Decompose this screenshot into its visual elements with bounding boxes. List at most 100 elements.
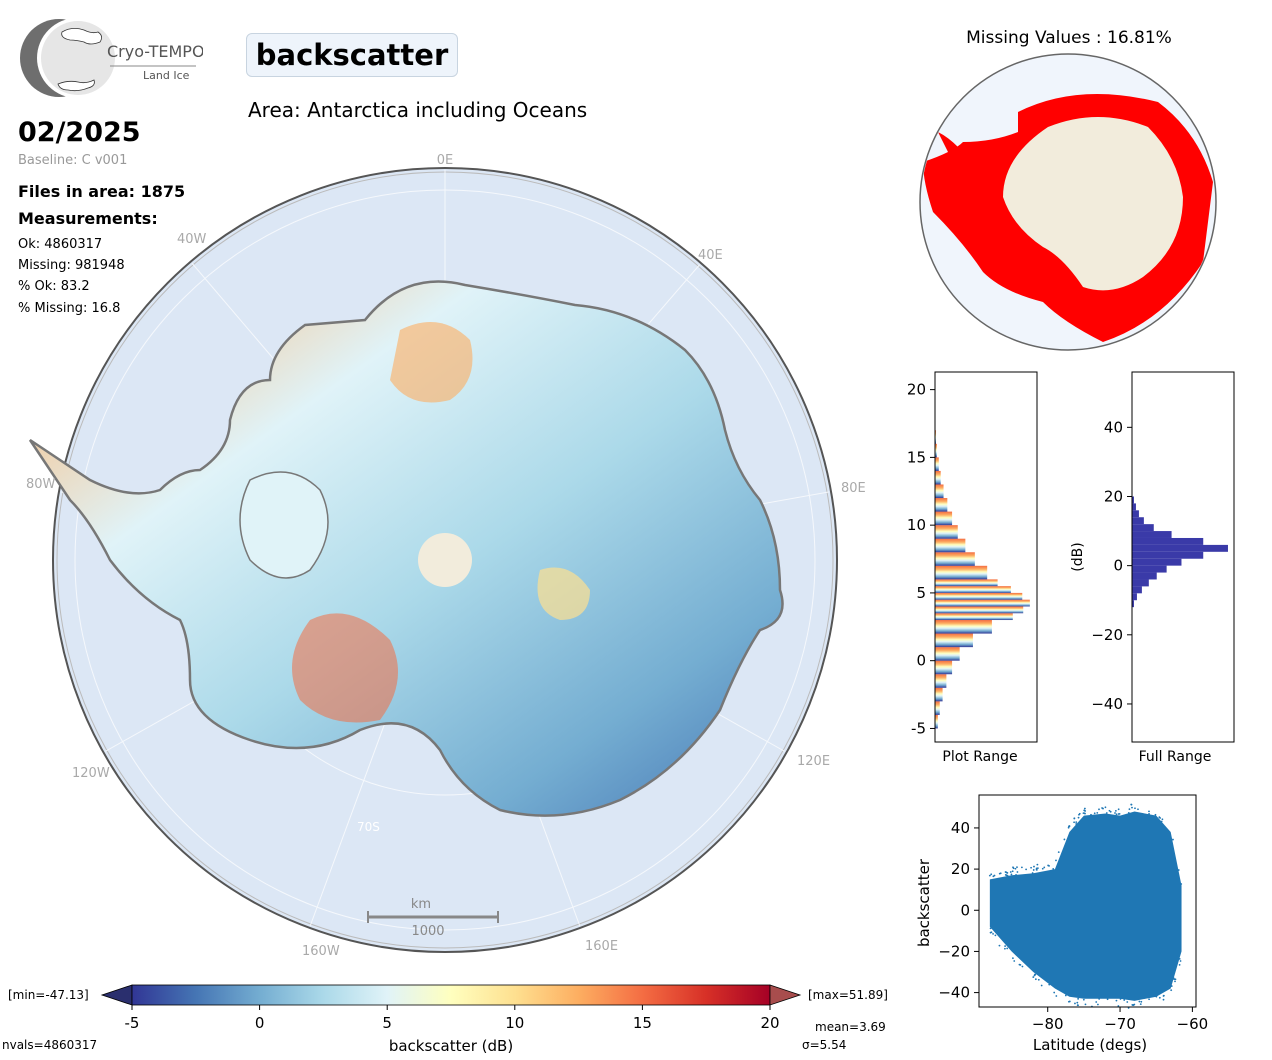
nvals-label: nvals=4860317	[2, 1038, 97, 1052]
scatter-point	[1127, 811, 1130, 814]
scatter-point	[1162, 998, 1165, 1001]
full-range-bar	[1132, 544, 1228, 552]
scatter-point	[1033, 974, 1036, 977]
scatter-xlabel: Latitude (degs)	[1033, 1036, 1147, 1054]
scatter-point	[1078, 813, 1080, 816]
scatter-point	[1036, 863, 1039, 866]
scatter-point	[999, 872, 1002, 875]
scatter-point	[1021, 965, 1024, 968]
plot-range-bar	[935, 613, 1013, 621]
full-range-bar	[1132, 524, 1154, 532]
scatter-point	[1084, 810, 1087, 812]
full-range-tick-label: −40	[1091, 695, 1123, 713]
plot-range-bar	[935, 586, 1011, 593]
scatter-point	[1173, 978, 1176, 981]
area-title: Area: Antarctica including Oceans	[248, 98, 588, 122]
colorbar-tick-label: 15	[633, 1014, 652, 1032]
plot-range-bar	[935, 606, 1024, 614]
scatter-point	[1105, 812, 1108, 814]
full-range-bar	[1132, 517, 1144, 525]
scatter-point	[1148, 998, 1150, 1001]
scatter-point	[1170, 989, 1173, 992]
files-count: Files in area: 1875	[18, 182, 186, 201]
ice-sheet	[28, 280, 784, 817]
scatter-point	[1016, 871, 1019, 873]
scatter-point	[998, 944, 1001, 947]
scatter-point	[1012, 957, 1014, 960]
scatter-point	[1048, 983, 1051, 986]
stat-missing: Missing: 981948	[18, 258, 125, 273]
lon-label-160e: 160E	[585, 939, 618, 954]
scatter-point	[1115, 999, 1118, 1002]
scatter-point	[1148, 810, 1150, 813]
plot-range-bar	[935, 579, 998, 587]
plot-range-bar	[935, 701, 940, 715]
scatter-point	[1178, 958, 1181, 960]
full-range-bar	[1132, 593, 1137, 601]
plot-range-bar	[935, 552, 975, 566]
scatter-point	[1114, 812, 1116, 814]
scatter-point	[1006, 874, 1009, 877]
scatter-point	[1057, 851, 1060, 854]
plot-range-tick-label: -5	[911, 719, 926, 737]
scatter-point	[1174, 980, 1176, 983]
scatter-point	[1010, 873, 1013, 876]
lat-label-70s: 70S	[357, 820, 380, 834]
scatter-point	[1119, 998, 1122, 1000]
scatter-point	[1037, 978, 1040, 981]
scatter-point	[1138, 1000, 1141, 1003]
scatter-point	[1041, 867, 1044, 870]
lon-label-160w: 160W	[302, 944, 340, 959]
full-range-bar	[1132, 496, 1134, 504]
scatter-point	[1077, 997, 1080, 1000]
scatter-point	[990, 873, 993, 876]
colorbar-gradient	[131, 984, 771, 1006]
mean-label: mean=3.69	[815, 1020, 886, 1034]
scatter-point	[1006, 947, 1009, 950]
scatter-point	[992, 933, 994, 935]
scatter-point	[1126, 1001, 1129, 1003]
full-range-bar	[1132, 537, 1204, 545]
scatter-point	[1006, 872, 1009, 874]
scatter-point	[1117, 808, 1120, 811]
scatter-x-tick-label: −70	[1104, 1015, 1136, 1033]
plot-range-bar	[935, 565, 988, 580]
lon-label-0e: 0E	[437, 153, 454, 168]
colorbar-tick-label: 5	[382, 1014, 392, 1032]
ok-area	[1003, 117, 1183, 291]
scatter-point	[988, 874, 991, 877]
colorbar-label: backscatter (dB)	[389, 1037, 513, 1055]
plot-range-bar	[935, 647, 960, 661]
missing-values-map	[919, 53, 1217, 351]
plot-range-histogram: 20 15 10 5 0 -5 Plot Range	[907, 371, 1038, 765]
plot-range-tick-label: 0	[916, 652, 926, 670]
scatter-point	[1140, 1000, 1143, 1003]
scatter-x-tick-label: −60	[1177, 1015, 1209, 1033]
pole-hole	[418, 533, 472, 587]
scatter-point	[1052, 868, 1055, 870]
scatter-point	[1068, 825, 1071, 827]
plot-range-frame	[934, 371, 1038, 743]
full-range-tick-label: −20	[1091, 626, 1123, 644]
date-label: 02/2025	[18, 117, 141, 148]
scatter-point	[1004, 947, 1006, 950]
scatter-point	[1075, 823, 1078, 825]
plot-range-tick-label: 5	[916, 584, 926, 602]
scatter-point	[1033, 865, 1035, 868]
scatter-point	[1109, 810, 1112, 813]
scale-unit: km	[411, 897, 431, 912]
colorbar-tick-label: 0	[255, 1014, 265, 1032]
scatter-point	[1077, 816, 1080, 819]
plot-range-tick-label: 10	[907, 516, 926, 534]
full-range-bar	[1132, 600, 1134, 608]
full-range-tick-label: 40	[1104, 418, 1123, 436]
scatter-point	[1130, 803, 1133, 806]
scatter-point	[1048, 865, 1050, 867]
scatter-point	[1032, 976, 1035, 978]
lon-label-40w: 40W	[177, 232, 207, 247]
full-range-ylabel: (dB)	[1070, 542, 1086, 571]
plot-range-bar	[935, 525, 958, 539]
scatter-point	[1053, 991, 1056, 994]
colorbar-tick-label: -5	[125, 1014, 140, 1032]
scatter-point	[992, 875, 995, 878]
